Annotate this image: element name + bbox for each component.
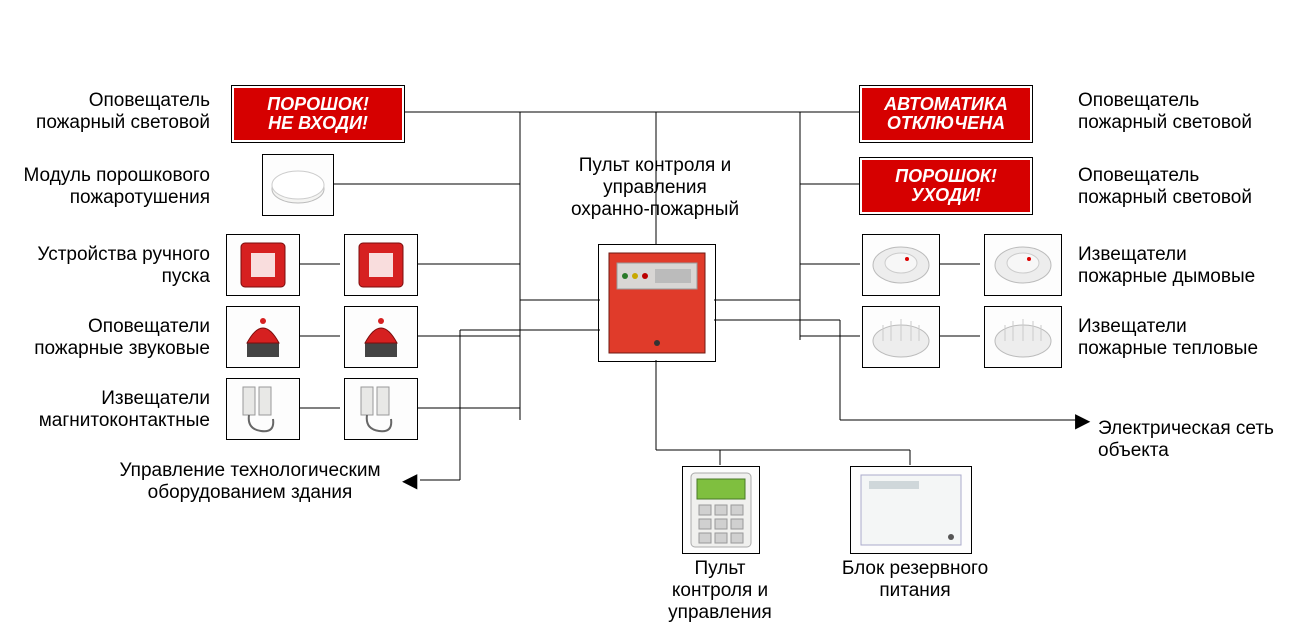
label-left-r1: Оповещательпожарный световой [10,90,210,134]
sounder-box-1 [226,306,300,368]
sign-right-top: АВТОМАТИКАОТКЛЮЧЕНА [860,86,1032,142]
label-left-r3: Устройства ручногопуска [10,244,210,288]
powder-module-box [262,154,334,216]
label-left-r4: Оповещателипожарные звуковые [10,316,210,360]
smoke-detector-box-1 [862,234,940,296]
label-center-title: Пульт контроля иуправленияохранно-пожарн… [540,155,770,221]
label-right-r4: Извещателипожарные тепловые [1078,316,1298,360]
smoke-detector-box-2 [984,234,1062,296]
manual-callpoint-icon [345,235,417,295]
heat-detector-icon [985,307,1061,367]
sounder-icon [345,307,417,367]
powder-module-icon [263,155,333,215]
arrow-right: ▶ [1075,408,1090,433]
keypad-icon [683,467,759,553]
magnetic-contact-icon [345,379,417,439]
sign-left-top: ПОРОШОК!НЕ ВХОДИ! [232,86,404,142]
label-right-r5: Электрическая сетьобъекта [1098,418,1308,462]
label-psu: Блок резервногопитания [830,558,1000,602]
label-keypad: Пультконтроля иуправления [650,558,790,624]
psu-box [850,466,972,554]
manual-callpoint-icon [227,235,299,295]
heat-detector-box-2 [984,306,1062,368]
smoke-detector-icon [985,235,1061,295]
sign-right-2: ПОРОШОК!УХОДИ! [860,158,1032,214]
manual-callpoint-box-2 [344,234,418,296]
heat-detector-box-1 [862,306,940,368]
label-left-bottom: Управление технологическимоборудованием … [90,460,410,504]
diagram-canvas: ◀ ▶ Оповещательпожарный световой Модуль … [0,0,1314,642]
control-panel-icon [599,245,715,361]
label-right-r3: Извещателипожарные дымовые [1078,244,1298,288]
label-right-r2: Оповещательпожарный световой [1078,165,1298,209]
magnetic-contact-box-1 [226,378,300,440]
magnetic-contact-box-2 [344,378,418,440]
label-right-r1: Оповещательпожарный световой [1078,90,1298,134]
control-panel-box [598,244,716,362]
label-left-r5: Извещателимагнитоконтактные [10,388,210,432]
heat-detector-icon [863,307,939,367]
manual-callpoint-box-1 [226,234,300,296]
sounder-icon [227,307,299,367]
keypad-box [682,466,760,554]
smoke-detector-icon [863,235,939,295]
sounder-box-2 [344,306,418,368]
psu-icon [851,467,971,553]
label-left-r2: Модуль порошковогопожаротушения [10,165,210,209]
magnetic-contact-icon [227,379,299,439]
